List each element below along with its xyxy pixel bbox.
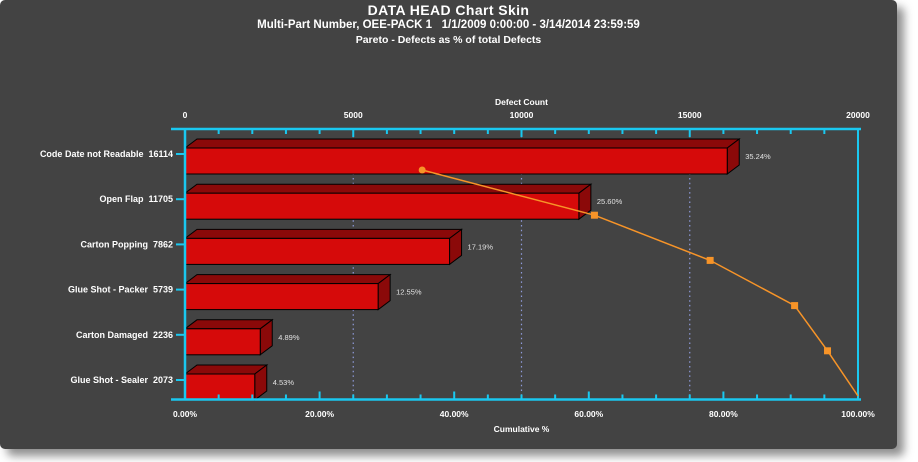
bar-percent-label: 4.53% [273, 378, 295, 387]
bar [184, 373, 256, 401]
bar-top-face [183, 364, 269, 375]
pareto-chart: Code Date not Readable 16114 35.24% Open F… [40, 97, 875, 434]
top-axis-tick-label: 15000 [678, 110, 702, 120]
bar-percent-label: 17.19% [468, 242, 494, 251]
cumulative-marker [791, 302, 799, 310]
bottom-axis-tick-label: 20.00% [305, 409, 334, 419]
cumulative-line [421, 169, 859, 397]
bar-top-face [183, 319, 274, 330]
bar-top-face [183, 138, 741, 149]
cumulative-marker [706, 256, 714, 264]
chart-panel: DATA HEAD Chart Skin Multi-Part Number, … [0, 0, 897, 449]
cumulative-marker [824, 347, 832, 355]
bar [184, 283, 379, 311]
bar [184, 237, 451, 265]
category-label: Glue Shot - Sealer 2073 [70, 375, 173, 385]
bar [184, 147, 728, 175]
category-label: Open Flap 11705 [99, 194, 173, 204]
category-label: Carton Popping 7862 [80, 239, 173, 249]
bar-percent-label: 35.24% [745, 152, 771, 161]
bottom-axis-tick-label: 100.00% [841, 409, 875, 419]
bottom-axis-tick-label: 40.00% [440, 409, 469, 419]
bottom-axis-title: Cumulative % [494, 424, 550, 434]
cumulative-marker [418, 166, 426, 174]
top-axis-tick-label: 0 [183, 110, 188, 120]
bottom-axis-tick-label: 80.00% [709, 409, 738, 419]
category-label: Carton Damaged 2236 [76, 330, 173, 340]
bottom-axis-tick-label: 0.00% [173, 409, 198, 419]
top-axis-tick-label: 10000 [510, 110, 534, 120]
bar-top-face [183, 228, 464, 239]
chart-pareto-label: Pareto - Defects as % of total Defects [355, 34, 542, 46]
bar-percent-label: 25.60% [597, 197, 623, 206]
top-axis-title: Defect Count [495, 97, 548, 107]
bottom-axis-tick-label: 60.00% [574, 409, 603, 419]
category-label: Glue Shot - Packer 5739 [68, 285, 173, 295]
cumulative-marker [590, 211, 598, 219]
bar-top-face [183, 183, 593, 194]
bar-top-face [183, 274, 392, 285]
chart-title: DATA HEAD Chart Skin [367, 2, 530, 18]
bar-percent-label: 4.89% [278, 333, 300, 342]
bar-percent-label: 12.55% [396, 288, 422, 297]
category-label: Code Date not Readable 16114 [40, 149, 173, 159]
top-axis-tick-label: 20000 [846, 110, 870, 120]
chart-subtitle: Multi-Part Number, OEE-PACK 1 1/1/2009 0… [257, 19, 640, 31]
top-axis-tick-label: 5000 [344, 110, 363, 120]
bar [184, 192, 580, 220]
bar [184, 328, 261, 356]
